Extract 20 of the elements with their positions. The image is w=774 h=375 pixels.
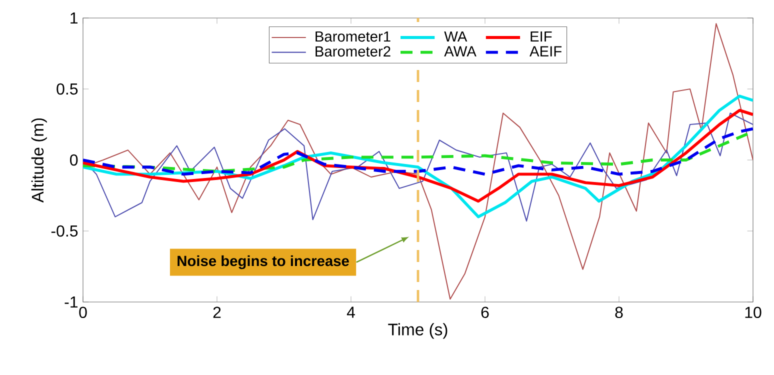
y-tick-label: 0.5 — [56, 83, 78, 95]
x-tick-label: 0 — [79, 306, 87, 318]
y-axis-title: Altitude (m) — [31, 118, 47, 203]
x-tick-label: 10 — [745, 306, 762, 318]
legend-label: EIF — [530, 31, 552, 42]
legend-label: AWA — [444, 46, 476, 56]
annotation: Noise begins to increase — [178, 255, 349, 270]
x-tick-label: 8 — [615, 306, 623, 318]
x-axis-title: Time (s) — [388, 323, 448, 339]
y-tick-label: 1 — [70, 12, 78, 24]
legend-label: Barometer2 — [316, 46, 390, 57]
y-tick-label: 0 — [70, 154, 78, 166]
y-tick-label: -0.5 — [51, 225, 78, 237]
legend-label: WA — [444, 31, 468, 42]
x-tick-label: 2 — [213, 306, 221, 318]
legend-label: Barometer1 — [316, 31, 390, 42]
x-tick-label: 4 — [346, 306, 355, 318]
legend-label: AEIF — [530, 46, 562, 56]
x-tick-label: 6 — [481, 306, 489, 318]
y-tick-label: -1 — [64, 296, 78, 308]
